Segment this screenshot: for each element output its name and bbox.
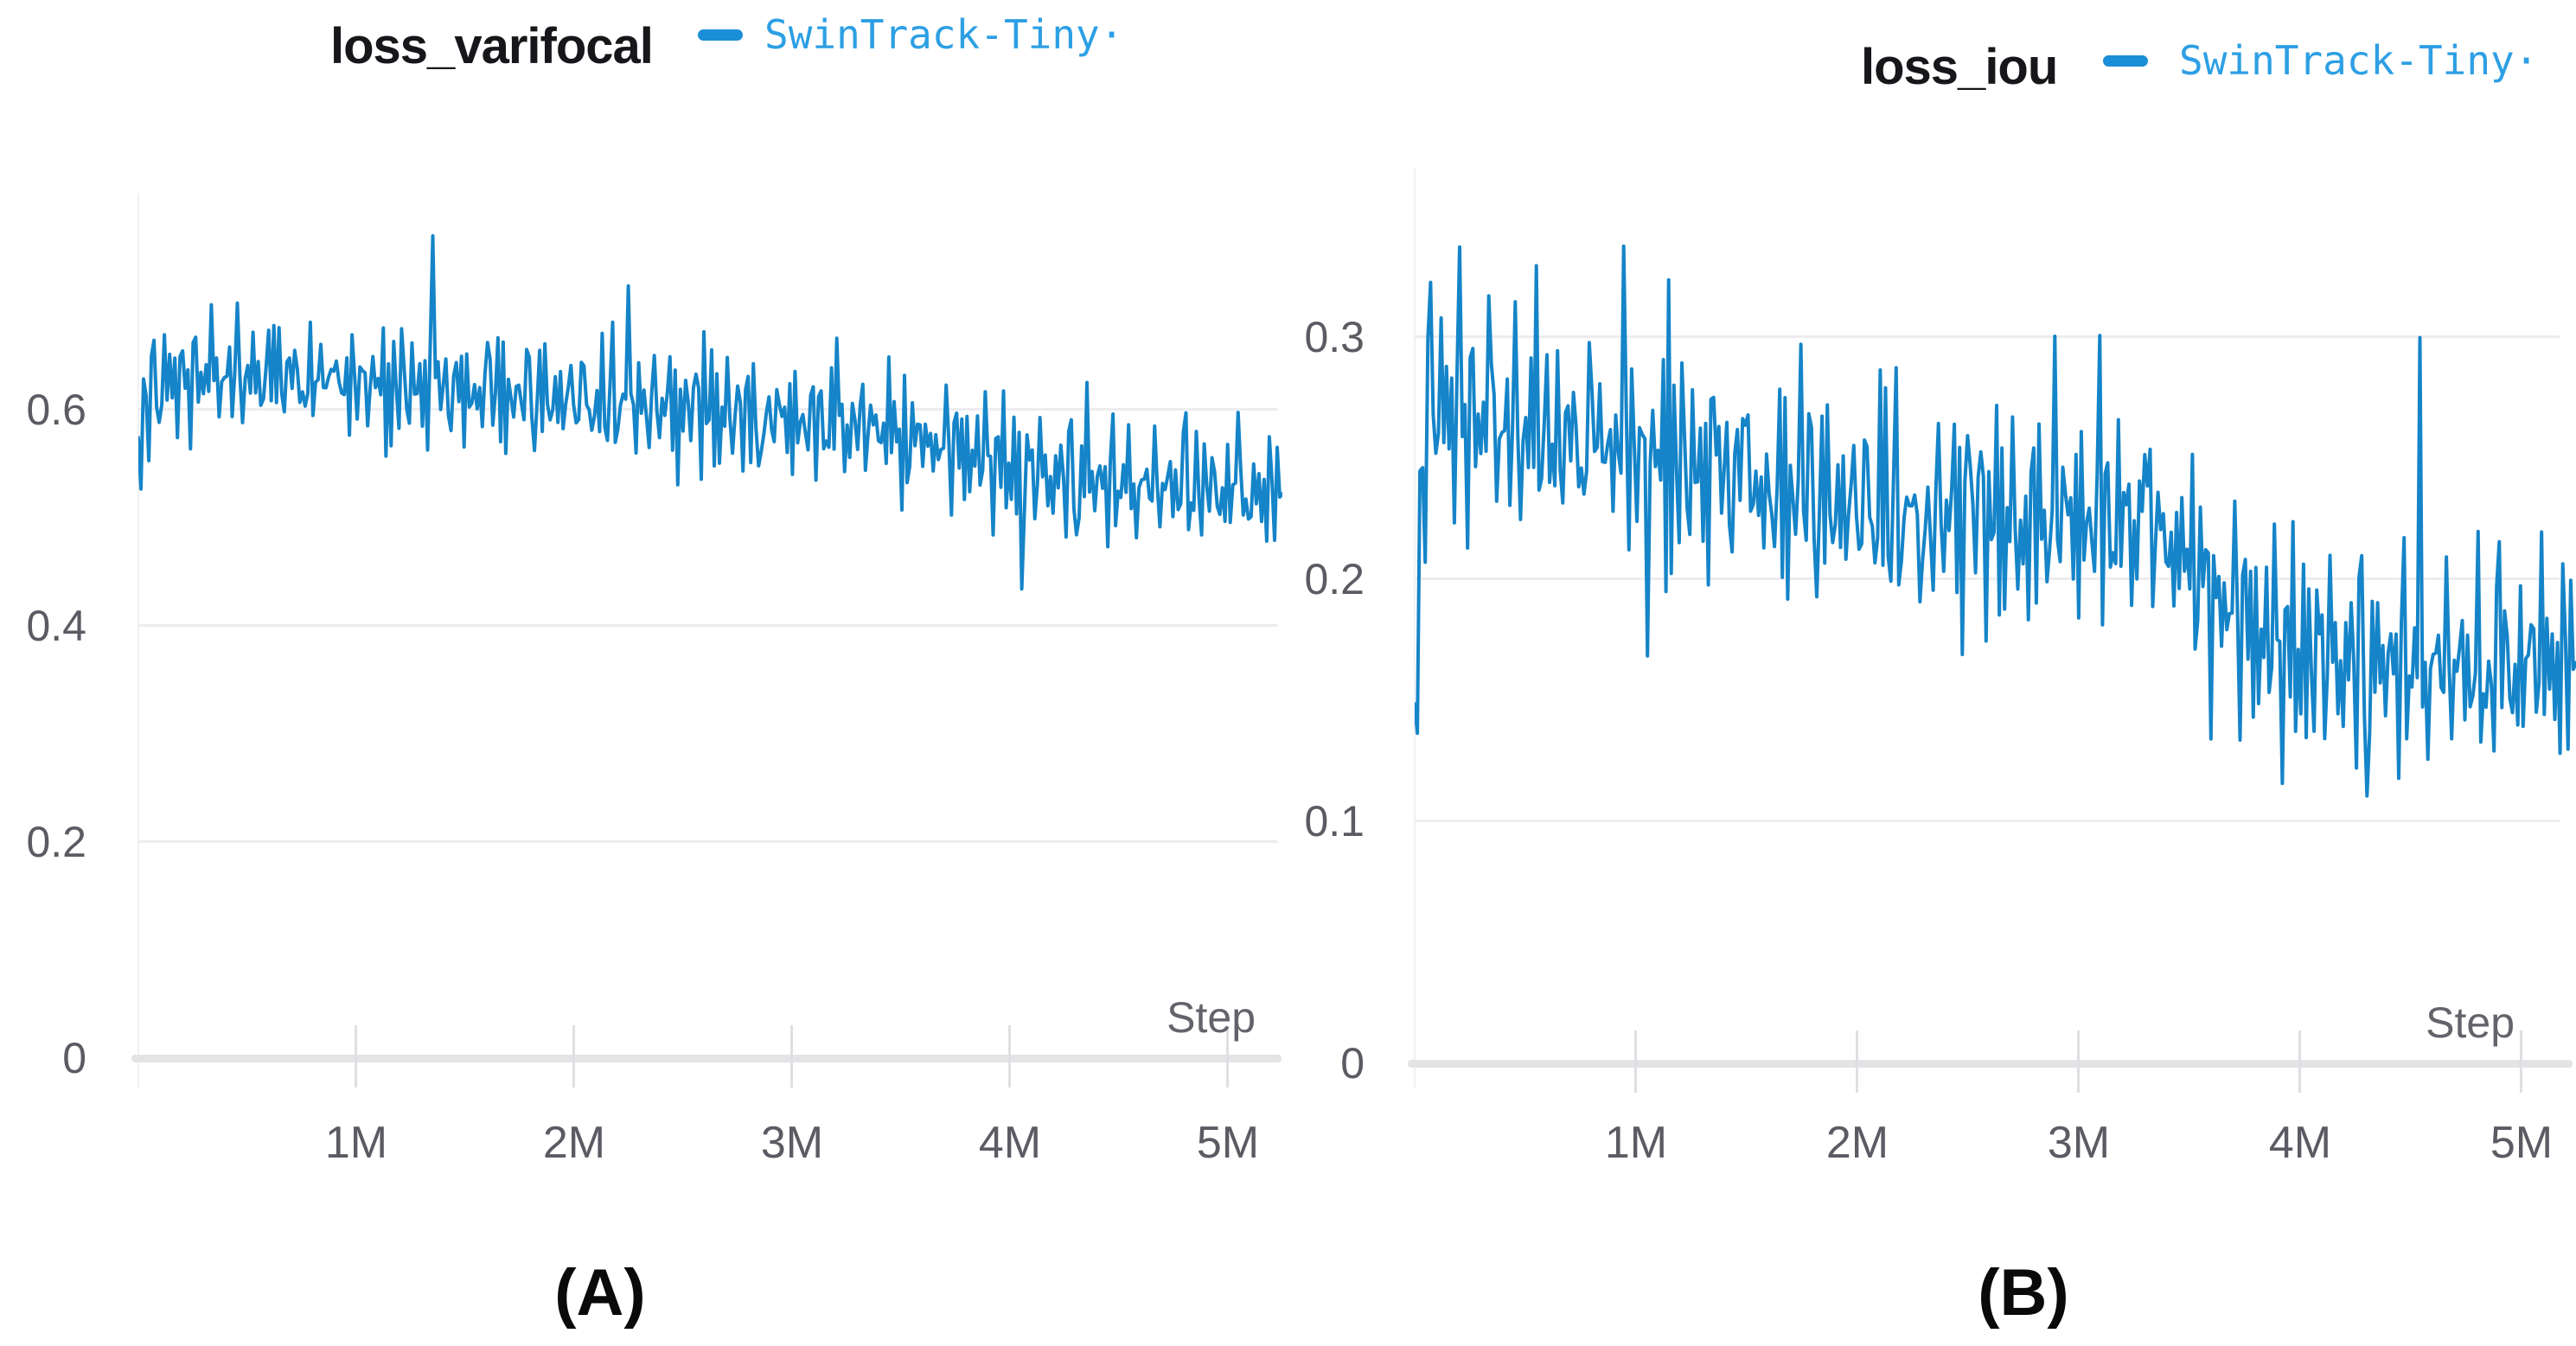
x-axis-tick-label: 3M (2047, 1118, 2111, 1168)
x-axis-baseline (1408, 1060, 2573, 1068)
y-axis-tick-label: 0.4 (26, 602, 86, 650)
tick-mark-3m (2077, 1030, 2080, 1093)
x-axis-tick-label: 2M (542, 1118, 606, 1168)
tick-mark-1m (355, 1025, 357, 1088)
legend-line-icon (698, 29, 743, 41)
y-axis-tick-label: 0 (62, 1034, 86, 1082)
tick-mark-4m (2298, 1030, 2301, 1093)
tick-mark-2m (1856, 1030, 1858, 1093)
legend-run-name: SwinTrack-Tiny· (764, 11, 1124, 58)
x-axis-baseline (131, 1055, 1282, 1062)
gridline-0-2 (138, 840, 1278, 843)
legend-run-name: SwinTrack-Tiny· (2179, 37, 2539, 84)
y-axis-tick-label: 0.2 (26, 818, 86, 866)
tick-mark-2m (572, 1025, 575, 1088)
x-axis-tick-label: 4M (978, 1118, 1042, 1168)
panel-loss-varifocal: loss_varifocal SwinTrack-Tiny· 0.6 0.4 0… (0, 0, 1323, 1210)
gridline-0-4 (138, 624, 1278, 627)
x-axis-tick-label: 1M (324, 1118, 388, 1168)
y-axis-tick-label: 0.3 (1304, 313, 1365, 361)
x-axis-title: Step (1167, 993, 1256, 1042)
chart-title: loss_iou (1861, 39, 2058, 95)
x-axis-tick-label: 3M (760, 1118, 824, 1168)
tick-mark-5m (1226, 1025, 1229, 1088)
x-axis-tick-label: 5M (2490, 1118, 2554, 1168)
loss-iou-line-chart (1415, 244, 2576, 798)
x-axis-tick-label: 5M (1196, 1118, 1260, 1168)
x-axis-title: Step (2426, 998, 2515, 1047)
panel-loss-iou: loss_iou SwinTrack-Tiny· 0.3 0.2 0.1 0 1… (1304, 0, 2576, 1210)
figure-caption-a: (A) (554, 1256, 646, 1330)
x-axis-tick-label: 2M (1825, 1118, 1889, 1168)
y-axis-tick-label: 0 (1340, 1039, 1365, 1088)
plot-left-edge-line (1414, 168, 1416, 1088)
y-axis-tick-label: 0.6 (26, 386, 86, 434)
tick-mark-1m (1634, 1030, 1637, 1093)
plot-left-edge-line (137, 194, 139, 1088)
loss-varifocal-line-chart (138, 233, 1282, 591)
chart-title: loss_varifocal (330, 18, 654, 74)
legend-line-icon (2103, 55, 2148, 67)
tick-mark-4m (1008, 1025, 1011, 1088)
gridline-0-1 (1415, 820, 2560, 822)
y-axis-tick-label: 0.2 (1304, 555, 1365, 603)
gridline-0-3 (1415, 335, 2560, 338)
figure-caption-b: (B) (1978, 1256, 2069, 1330)
x-axis-tick-label: 4M (2268, 1118, 2332, 1168)
x-axis-tick-label: 1M (1604, 1118, 1668, 1168)
tick-mark-5m (2520, 1030, 2522, 1093)
y-axis-tick-label: 0.1 (1304, 797, 1365, 845)
tick-mark-3m (790, 1025, 793, 1088)
